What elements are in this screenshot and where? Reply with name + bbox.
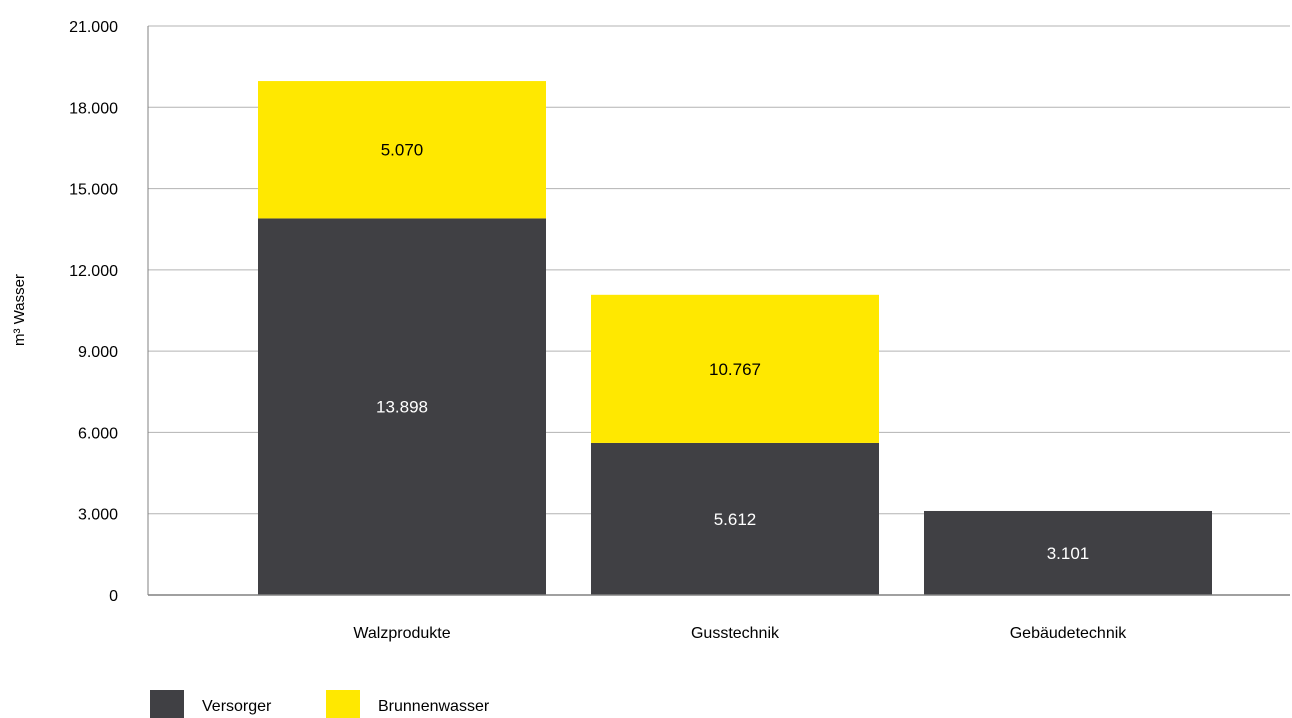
data-label: 5.612 [714,510,757,529]
bars: 13.898 5.070 5.612 10.767 3.101 [258,81,1212,596]
y-tick-label: 0 [109,588,118,605]
y-tick-label: 3.000 [78,507,118,524]
x-tick-label: Gusstechnik [691,625,780,642]
y-tick-label: 6.000 [78,425,118,442]
bar-versorger-gebäudetechnik [924,510,1212,595]
x-axis: Walzprodukte Gusstechnik Gebäudetechnik [148,594,1290,642]
y-tick-label: 9.000 [78,344,118,361]
legend-label: Versorger [202,698,272,715]
x-tick-label: Gebäudetechnik [1010,625,1128,642]
data-label: 3.101 [1047,544,1090,563]
y-tick-label: 21.000 [69,19,118,36]
data-label: 5.070 [381,141,424,160]
bar-brunnenwasser-walzprodukte [258,81,546,219]
data-label: 10.767 [709,360,761,379]
legend-swatch-versorger [150,690,184,718]
y-axis: 0 3.000 6.000 9.000 12.000 15.000 18.000 21.000 [69,19,149,605]
bar-versorger-gusstechnik [591,442,879,595]
y-axis-label: m³ Wasser [11,274,28,346]
legend-label: Brunnenwasser [378,698,490,715]
bar-brunnenwasser-gusstechnik [591,294,879,443]
data-label: 13.898 [376,398,428,417]
y-tick-label: 18.000 [69,100,118,117]
legend-swatch-brunnenwasser [326,690,360,718]
x-tick-label: Walzprodukte [353,625,450,642]
y-tick-label: 15.000 [69,182,118,199]
y-tick-label: 12.000 [69,263,118,280]
legend: Versorger Brunnenwasser [150,690,490,718]
bar-versorger-walzprodukte [258,218,546,596]
